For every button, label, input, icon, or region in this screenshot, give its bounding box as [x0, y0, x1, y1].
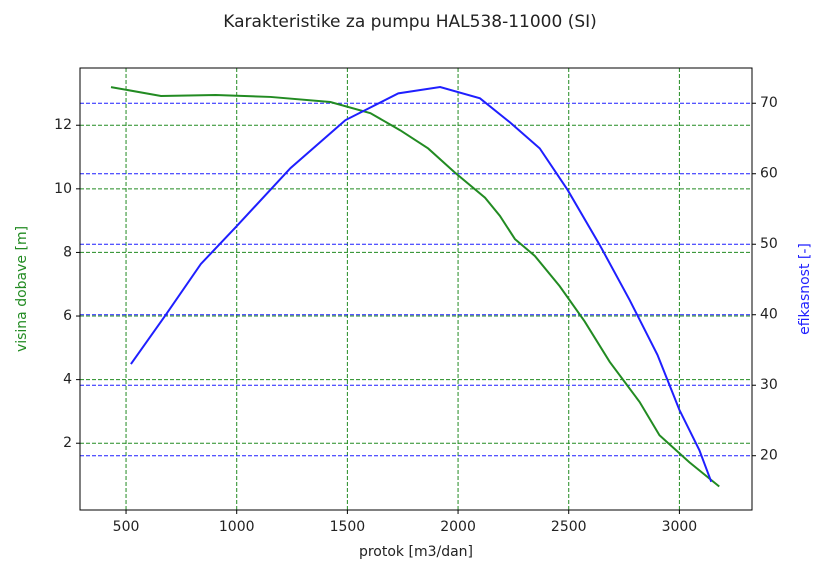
x-tick-label: 2500: [551, 519, 587, 535]
y-tick-label: 10: [54, 181, 72, 197]
x-tick-label: 1500: [330, 519, 366, 535]
y-tick-label: 6: [63, 308, 72, 324]
y2-tick-label: 40: [760, 307, 778, 323]
x-tick-label: 1000: [219, 519, 255, 535]
x-axis-label: protok [m3/dan]: [359, 544, 473, 560]
y2-tick-label: 70: [760, 95, 778, 111]
y2-axis-label: efikasnost [-]: [797, 243, 813, 335]
x-tick-label: 3000: [662, 519, 698, 535]
y-tick-label: 8: [63, 244, 72, 260]
y2-tick-label: 60: [760, 166, 778, 182]
chart-title: Karakteristike za pumpu HAL538-11000 (SI…: [223, 12, 597, 32]
y-tick-label: 12: [54, 117, 72, 133]
y2-tick-label: 20: [760, 448, 778, 464]
x-tick-label: 500: [113, 519, 140, 535]
y-tick-label: 4: [63, 372, 72, 388]
y-tick-label: 2: [63, 435, 72, 451]
y2-tick-label: 30: [760, 377, 778, 393]
x-tick-label: 2000: [440, 519, 476, 535]
plot-frame: [79, 67, 753, 511]
y2-tick-label: 50: [760, 236, 778, 252]
series-line: [130, 86, 713, 483]
series-line: [110, 86, 720, 488]
y-axis-label: visina dobave [m]: [14, 226, 30, 352]
